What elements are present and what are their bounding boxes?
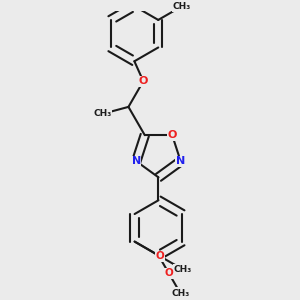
Text: O: O [167,130,177,140]
Text: CH₃: CH₃ [173,265,191,274]
Text: O: O [164,268,173,278]
Text: O: O [139,76,148,86]
Text: CH₃: CH₃ [172,290,190,298]
Text: N: N [132,156,141,166]
Text: CH₃: CH₃ [172,2,190,11]
Text: O: O [156,251,165,261]
Text: CH₃: CH₃ [94,109,112,118]
Text: N: N [176,156,185,166]
